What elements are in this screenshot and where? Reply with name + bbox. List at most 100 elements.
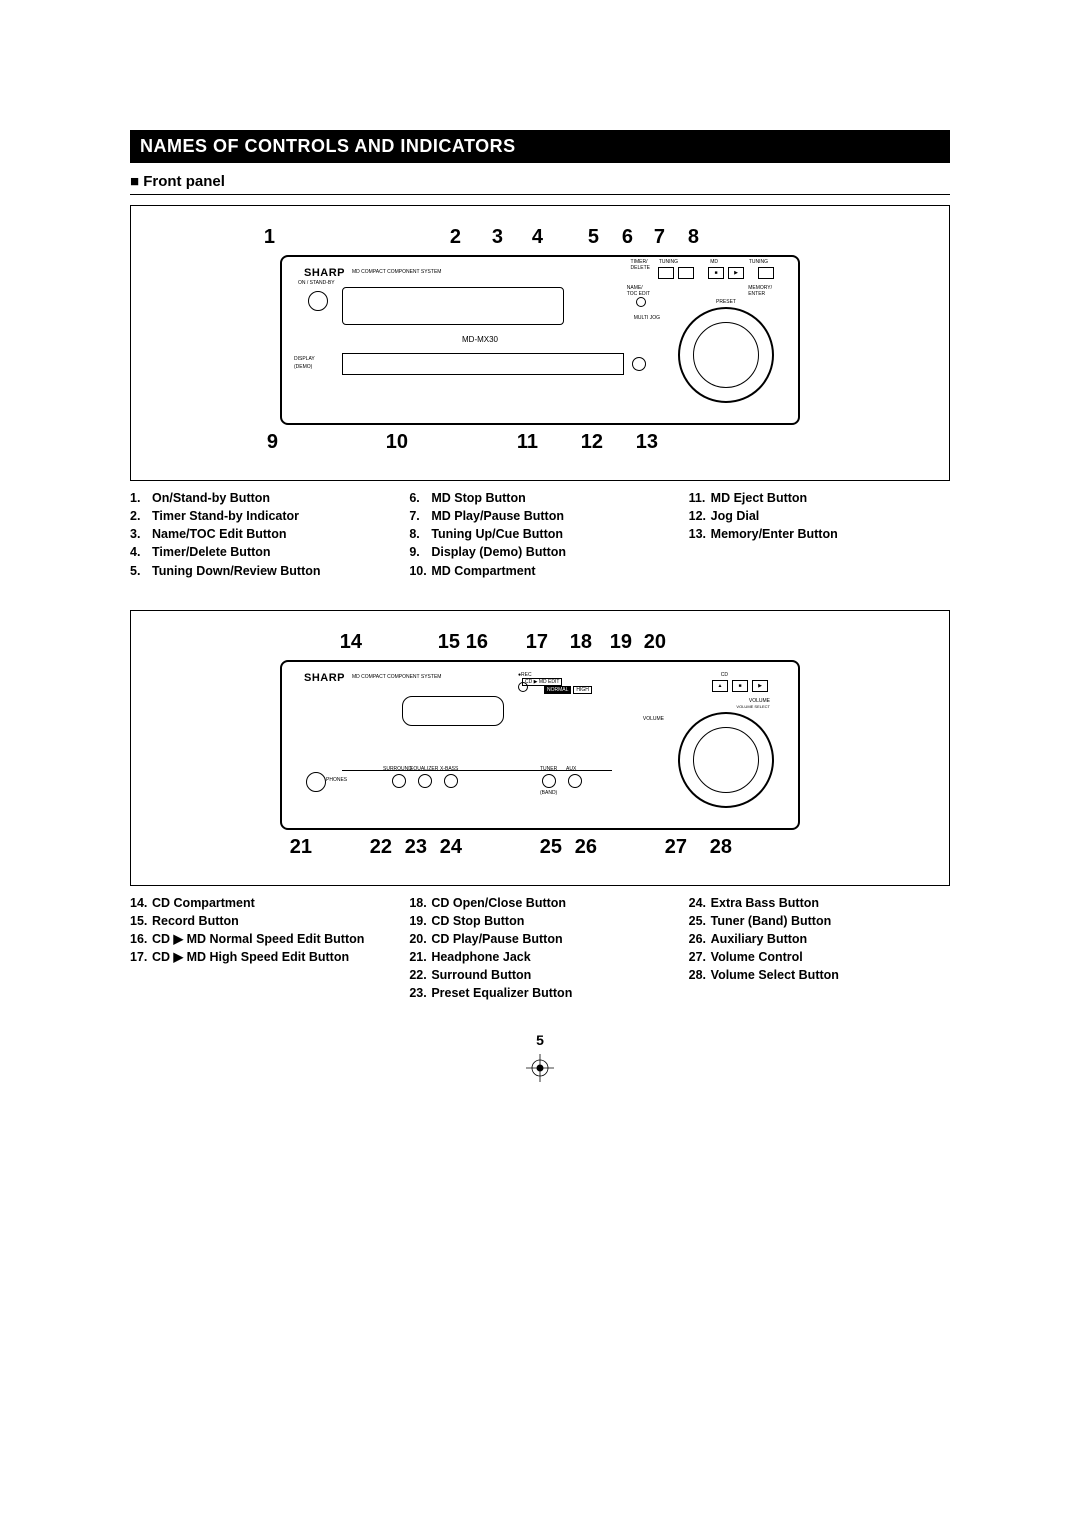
legend-item: 19.CD Stop Button <box>409 912 670 930</box>
name-toc-button-icon <box>636 297 646 307</box>
legend-item: 16.CD ▶ MD Normal Speed Edit Button <box>130 930 391 948</box>
callout: 6 <box>599 226 633 249</box>
md-stop-icon: ■ <box>708 267 724 279</box>
subbrand-label: MD COMPACT COMPONENT SYSTEM <box>352 674 441 680</box>
volume-dial-icon <box>678 712 774 808</box>
legend-item: 11.MD Eject Button <box>689 489 950 507</box>
callout: 26 <box>562 836 597 859</box>
legend-text: On/Stand-by Button <box>152 489 270 507</box>
callout: 16 <box>460 631 488 654</box>
legend-item: 14.CD Compartment <box>130 894 391 912</box>
section-title: NAMES OF CONTROLS AND INDICATORS <box>130 130 950 163</box>
callout: 10 <box>278 431 408 454</box>
legend-text: Extra Bass Button <box>711 894 819 912</box>
legend-number: 4. <box>130 543 152 561</box>
legend-item: 8.Tuning Up/Cue Button <box>409 525 670 543</box>
legend-number: 3. <box>130 525 152 543</box>
legend-number: 16. <box>130 930 152 948</box>
legend-text: CD ▶ MD Normal Speed Edit Button <box>152 930 364 948</box>
legend-number: 7. <box>409 507 431 525</box>
callout: 12 <box>538 431 603 454</box>
callout: 19 <box>592 631 632 654</box>
tuning-up-icon <box>758 267 774 279</box>
legend-number: 5. <box>130 562 152 580</box>
callout: 24 <box>427 836 462 859</box>
diagram-box-2: 14 15 16 17 18 19 20 SHARP MD COMPACT CO… <box>130 610 950 886</box>
legend-number: 24. <box>689 894 711 912</box>
legend-item: 9.Display (Demo) Button <box>409 543 670 561</box>
legend-number: 26. <box>689 930 711 948</box>
legend-item: 20.CD Play/Pause Button <box>409 930 670 948</box>
legend-number: 15. <box>130 912 152 930</box>
legend-text: Volume Select Button <box>711 966 839 984</box>
callout-row-top-2: 14 15 16 17 18 19 20 <box>147 631 933 654</box>
legend-number: 25. <box>689 912 711 930</box>
legend-item: 18.CD Open/Close Button <box>409 894 670 912</box>
subbrand-label: MD COMPACT COMPONENT SYSTEM <box>352 269 441 275</box>
legend-col: 1.On/Stand-by Button2.Timer Stand-by Ind… <box>130 489 391 580</box>
legend-text: Auxiliary Button <box>711 930 808 948</box>
callout: 2 <box>275 226 461 249</box>
legend-1: 1.On/Stand-by Button2.Timer Stand-by Ind… <box>130 489 950 580</box>
legend-item: 28.Volume Select Button <box>689 966 950 984</box>
callout: 7 <box>633 226 665 249</box>
legend-number: 19. <box>409 912 431 930</box>
crop-mark-icon <box>130 1054 950 1087</box>
device-top-buttons: ■ ▶ <box>658 267 774 279</box>
legend-item: 25.Tuner (Band) Button <box>689 912 950 930</box>
callout: 25 <box>462 836 562 859</box>
legend-number: 8. <box>409 525 431 543</box>
legend-text: MD Eject Button <box>711 489 808 507</box>
legend-number: 12. <box>689 507 711 525</box>
legend-item: 22.Surround Button <box>409 966 670 984</box>
legend-text: MD Stop Button <box>431 489 525 507</box>
subsection-marker: ■ <box>130 173 139 190</box>
legend-item: 21.Headphone Jack <box>409 948 670 966</box>
legend-text: CD Stop Button <box>431 912 524 930</box>
md-play-icon: ▶ <box>728 267 744 279</box>
device-illustration-2: SHARP MD COMPACT COMPONENT SYSTEM ●REC C… <box>280 660 800 830</box>
equalizer-button-icon <box>418 774 432 788</box>
on-standby-label: ON / STAND-BY <box>298 280 335 286</box>
legend-number: 22. <box>409 966 431 984</box>
surround-button-icon <box>392 774 406 788</box>
legend-text: MD Play/Pause Button <box>431 507 564 525</box>
callout-row-bottom-2: 21 22 23 24 25 26 27 28 <box>147 836 933 859</box>
legend-text: Surround Button <box>431 966 531 984</box>
legend-text: Jog Dial <box>711 507 760 525</box>
model-label: MD-MX30 <box>462 335 498 344</box>
legend-number: 18. <box>409 894 431 912</box>
callout: 17 <box>488 631 548 654</box>
legend-item: 6.MD Stop Button <box>409 489 670 507</box>
legend-item: 27.Volume Control <box>689 948 950 966</box>
legend-col: 6.MD Stop Button7.MD Play/Pause Button8.… <box>409 489 670 580</box>
legend-item: 13.Memory/Enter Button <box>689 525 950 543</box>
callout: 23 <box>392 836 427 859</box>
md-eject-button-icon <box>632 357 646 371</box>
brand-label: SHARP <box>304 267 345 279</box>
legend-text: CD Open/Close Button <box>431 894 566 912</box>
legend-item: 26.Auxiliary Button <box>689 930 950 948</box>
legend-text: Timer Stand-by Indicator <box>152 507 299 525</box>
callout: 3 <box>461 226 503 249</box>
page-number: 5 <box>130 1032 950 1048</box>
legend-number: 17. <box>130 948 152 966</box>
device-illustration-1: SHARP MD COMPACT COMPONENT SYSTEM ON / S… <box>280 255 800 425</box>
aux-button-icon <box>568 774 582 788</box>
tuner-button-icon <box>542 774 556 788</box>
legend-2: 14.CD Compartment15.Record Button16.CD ▶… <box>130 894 950 1003</box>
legend-number: 23. <box>409 984 431 1002</box>
legend-item: 7.MD Play/Pause Button <box>409 507 670 525</box>
callout: 1 <box>147 226 275 249</box>
tuning-down-icon <box>678 267 694 279</box>
xbass-button-icon <box>444 774 458 788</box>
source-buttons <box>542 774 582 788</box>
legend-col: 18.CD Open/Close Button19.CD Stop Button… <box>409 894 670 1003</box>
jog-dial-icon <box>678 307 774 403</box>
cd-logo-window <box>402 696 504 726</box>
legend-text: Memory/Enter Button <box>711 525 838 543</box>
legend-item: 23.Preset Equalizer Button <box>409 984 670 1002</box>
legend-text: Preset Equalizer Button <box>431 984 572 1002</box>
legend-number: 14. <box>130 894 152 912</box>
callout: 27 <box>597 836 687 859</box>
